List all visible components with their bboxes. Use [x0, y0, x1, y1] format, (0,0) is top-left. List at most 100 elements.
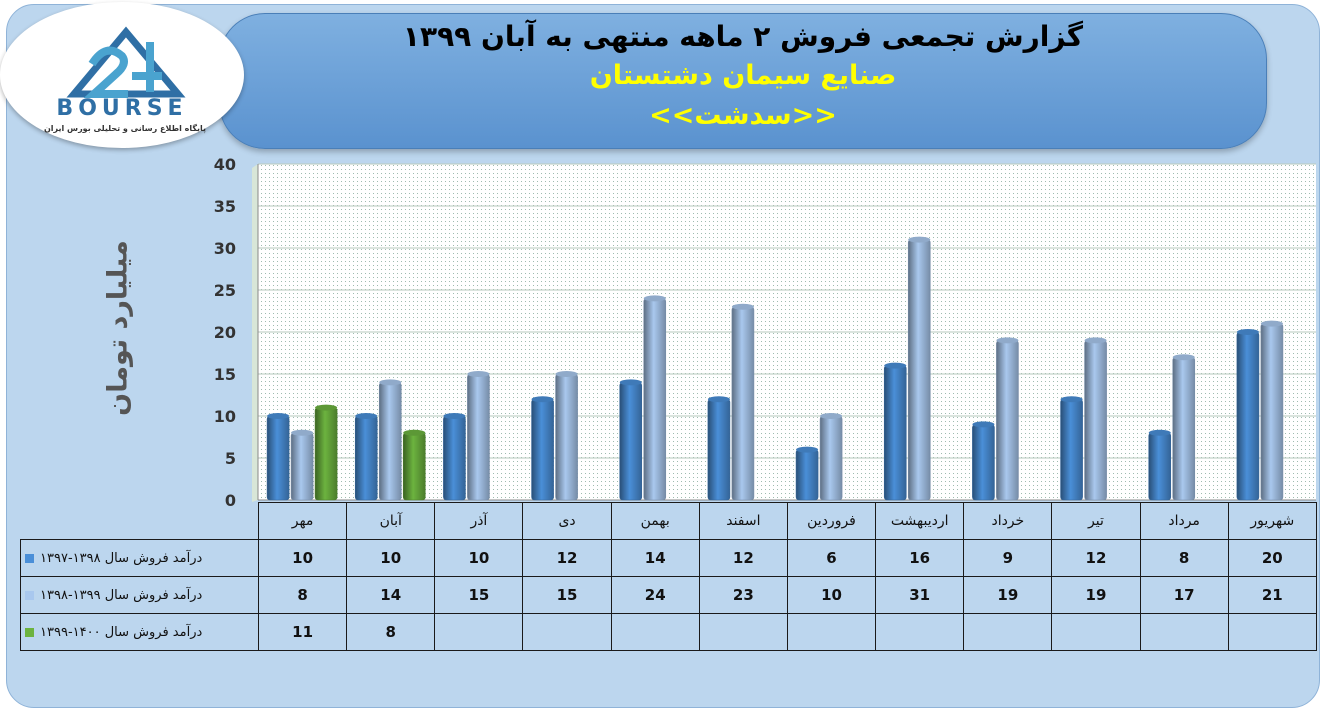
bar: [402, 432, 426, 501]
data-label: 12: [698, 539, 788, 577]
data-label: 21: [1227, 576, 1317, 614]
bar-top-cap: [796, 446, 819, 453]
bar: [378, 382, 402, 501]
y-tick-label: 20: [214, 323, 236, 342]
x-tick-label: اردیبهشت: [875, 502, 965, 540]
bar-top-cap: [1260, 320, 1283, 327]
bar-top-cap: [707, 396, 730, 403]
data-label: 23: [698, 576, 788, 614]
table-row: درآمد فروش سال ۱۳۹۹-۱۳۹۸ 8 14 15 15 24 23 10 31 1…: [20, 576, 1317, 614]
bar: [531, 398, 554, 501]
bar: [1236, 331, 1260, 501]
data-label: 9: [963, 539, 1053, 577]
legend-entry: درآمد فروش سال ۱۴۰۰-۱۳۹۹: [20, 613, 259, 651]
x-tick-label: آبان: [346, 502, 436, 540]
bar-top-cap: [731, 303, 754, 310]
legend-label: درآمد فروش سال ۱۳۹۸-۱۳۹۷: [40, 550, 203, 566]
data-label: [786, 613, 877, 651]
y-tick-label: 25: [214, 281, 236, 300]
table-row: درآمد فروش سال ۱۴۰۰-۱۳۹۹ 11 8: [20, 613, 1317, 651]
data-label: 14: [346, 576, 436, 614]
bar-top-cap: [1148, 429, 1171, 436]
legend-swatch: [25, 627, 34, 637]
bar: [555, 373, 578, 501]
bar: [819, 415, 843, 501]
data-label: [963, 613, 1053, 651]
bar-top-cap: [908, 236, 931, 243]
bar: [619, 382, 643, 501]
x-tick-label: اسفند: [698, 502, 788, 540]
data-label: 8: [1139, 539, 1229, 577]
bar: [731, 306, 755, 501]
data-label: 15: [522, 576, 612, 614]
bar-top-cap: [267, 413, 290, 419]
bar-top-cap: [315, 404, 338, 411]
report-title: گزارش تجمعی فروش ۲ ماهه منتهی به آبان ۱۳…: [402, 20, 1084, 53]
bar: [443, 415, 466, 501]
bar: [314, 407, 338, 501]
bar-top-cap: [355, 413, 378, 419]
x-tick-label: مرداد: [1139, 502, 1229, 540]
x-tick-label: مهر: [257, 502, 348, 540]
legend-swatch: [25, 590, 34, 600]
bar: [467, 373, 490, 501]
x-tick-label: فروردین: [786, 502, 877, 540]
bourse-logo: BOURSE پایگاه اطلاع رسانی و تحلیلی بورس …: [0, 2, 244, 148]
bar-top-cap: [1060, 396, 1083, 403]
bar: [290, 432, 314, 501]
legend-entry: درآمد فروش سال ۱۳۹۸-۱۳۹۷: [20, 539, 259, 577]
legend-label: درآمد فروش سال ۱۴۰۰-۱۳۹۹: [40, 624, 203, 640]
bar-top-cap: [379, 379, 402, 386]
bar-top-cap: [403, 429, 426, 436]
data-table: مهر آبان آذر دی بهمن اسفند فروردین اردیبهشت خردا…: [20, 502, 1317, 651]
data-label: 20: [1227, 539, 1317, 577]
data-label: 10: [346, 539, 436, 577]
data-label: 17: [1139, 576, 1229, 614]
bar: [1060, 398, 1083, 501]
bar-top-cap: [643, 295, 666, 302]
data-label: 15: [434, 576, 524, 614]
bar: [883, 365, 907, 501]
data-label: 31: [875, 576, 965, 614]
data-label: [1051, 613, 1141, 651]
logo-text: BOURSE: [56, 96, 188, 121]
data-label: 16: [875, 539, 965, 577]
y-tick-label: 40: [214, 155, 236, 174]
bar: [1084, 340, 1107, 501]
table-corner-cell: [20, 502, 259, 540]
data-label: [434, 613, 524, 651]
data-label: 19: [963, 576, 1053, 614]
data-label: 19: [1051, 576, 1141, 614]
data-label: 10: [434, 539, 524, 577]
y-tick-label: 5: [225, 449, 236, 468]
bar: [266, 415, 290, 501]
x-tick-label: تیر: [1051, 502, 1141, 540]
ticker-symbol: <<سدشت>>: [649, 100, 837, 131]
bar-top-cap: [1172, 354, 1195, 361]
bar: [907, 239, 931, 501]
data-label: 12: [522, 539, 612, 577]
bar: [707, 398, 731, 501]
legend-entry: درآمد فروش سال ۱۳۹۹-۱۳۹۸: [20, 576, 259, 614]
data-label: [610, 613, 700, 651]
data-label: 8: [257, 576, 348, 614]
data-label: [698, 613, 788, 651]
data-label: 10: [786, 576, 877, 614]
data-label: 12: [1051, 539, 1141, 577]
table-header-row: مهر آبان آذر دی بهمن اسفند فروردین اردیبهشت خردا…: [20, 502, 1317, 540]
logo-subtitle: پایگاه اطلاع رسانی و تحلیلی بورس ایران: [43, 124, 207, 133]
bar-top-cap: [443, 413, 466, 419]
x-tick-label: بهمن: [610, 502, 700, 540]
company-name: صنایع سیمان دشتستان: [589, 60, 897, 91]
data-label: 10: [257, 539, 348, 577]
data-label: [1139, 613, 1229, 651]
y-tick-label: 30: [214, 239, 236, 258]
data-label: [875, 613, 965, 651]
y-tick-label: 0: [225, 491, 236, 510]
x-tick-label: دی: [522, 502, 612, 540]
bar: [972, 424, 995, 501]
y-tick-label: 15: [214, 365, 236, 384]
bar-top-cap: [972, 421, 995, 428]
y-tick-label: 10: [214, 407, 236, 426]
